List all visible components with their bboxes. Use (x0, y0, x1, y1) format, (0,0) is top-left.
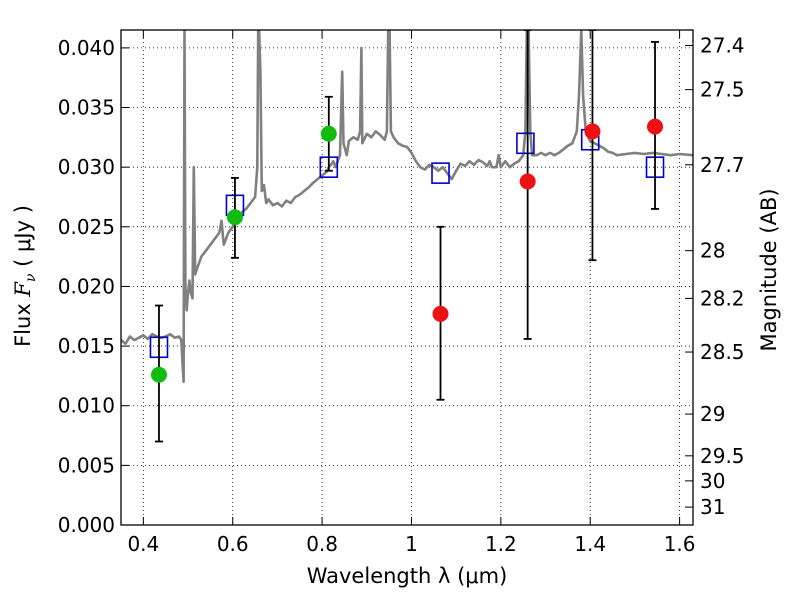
y2-tick-label: 30 (700, 469, 725, 493)
y-tick-label: 0.015 (58, 334, 115, 358)
model-spectrum-line (121, 30, 693, 384)
y2-tick-label: 27.4 (700, 34, 745, 58)
x-tick-label: 1.4 (574, 532, 606, 556)
y-tick-label: 0.030 (58, 155, 115, 179)
x-tick-label: 1.2 (485, 532, 517, 556)
x-tick-label: 1.6 (664, 532, 696, 556)
y-tick-label: 0.005 (58, 453, 115, 477)
y-tick-label: 0.020 (58, 274, 115, 298)
y-axis-label-variable: F (11, 281, 35, 298)
observed-flux-point (584, 123, 601, 140)
y-tick-label: 0.025 (58, 215, 115, 239)
plot-area (121, 30, 693, 443)
synthetic-flux-square (431, 162, 450, 184)
observed-flux-point (432, 305, 449, 322)
y2-tick-label: 27.7 (700, 153, 745, 177)
y2-tick-label: 31 (700, 495, 725, 519)
y2-tick-label: 28.2 (700, 286, 745, 310)
y-axis-label-unit: ( μJy ) (11, 205, 35, 273)
observed-flux-point (519, 173, 536, 190)
x-axis-label: Wavelength λ (μm) (307, 564, 508, 588)
y-tick-label: 0.040 (58, 36, 115, 60)
y2-tick-label: 28.5 (700, 340, 745, 364)
observed-flux-point (150, 366, 167, 383)
x-tick-label: 0.8 (306, 532, 338, 556)
observed-flux-point (226, 209, 243, 226)
observed-flux-point (647, 118, 664, 135)
y-axis-label-subscript: ν (23, 273, 39, 282)
synthetic-flux-square (516, 132, 535, 155)
y2-tick-label: 29.5 (700, 444, 745, 468)
y-tick-label: 0.010 (58, 394, 115, 418)
y2-axis-label: Magnitude (AB) (757, 188, 781, 351)
x-tick-label: 0.4 (127, 532, 159, 556)
y2-tick-label: 27.5 (700, 78, 745, 102)
y-tick-label: 0.035 (58, 96, 115, 120)
x-tick-label: 1 (405, 532, 418, 556)
y-axis-label: Flux Fν ( μJy ) (11, 205, 39, 347)
plot-frame (120, 29, 694, 526)
y-axis-label-prefix: Flux (11, 297, 35, 347)
axes: 0.4 0.6 0.8 1 1.2 1.4 1.6 0.000 0.005 0.010 0.015 0… (58, 30, 745, 556)
y-tick-label: 0.000 (58, 513, 115, 537)
y2-tick-label: 28 (700, 239, 725, 263)
observed-flux-point (320, 125, 337, 142)
y2-tick-label: 29 (700, 402, 725, 426)
x-tick-label: 0.6 (217, 532, 249, 556)
